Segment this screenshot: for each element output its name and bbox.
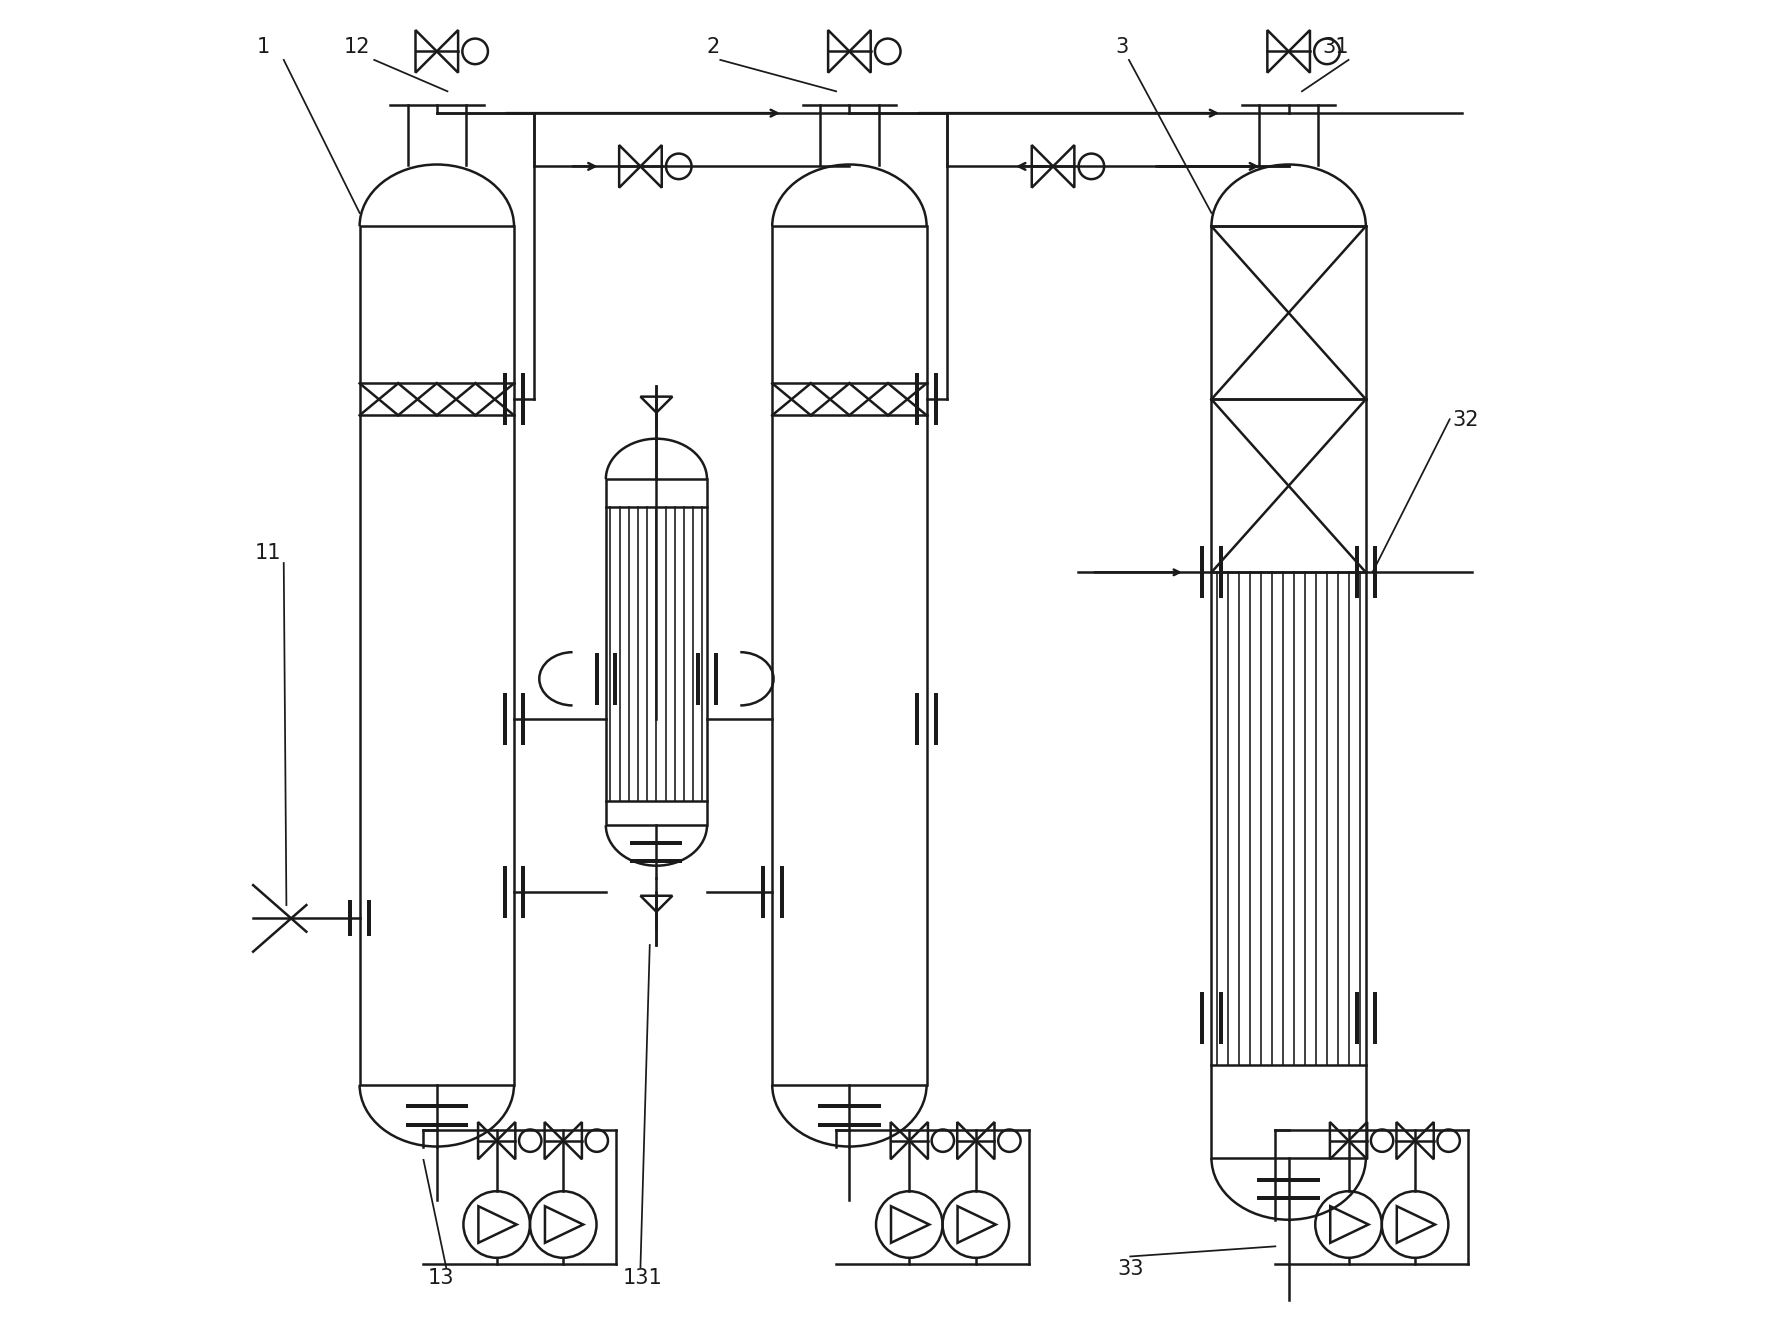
Text: 131: 131 — [624, 1268, 663, 1288]
Text: 11: 11 — [254, 543, 281, 563]
Bar — [1211, 226, 1366, 1158]
Bar — [360, 226, 514, 1085]
Text: 1: 1 — [256, 37, 271, 57]
Text: 2: 2 — [708, 37, 720, 57]
Text: 31: 31 — [1322, 37, 1348, 57]
Text: 12: 12 — [344, 37, 371, 57]
Text: 3: 3 — [1116, 37, 1129, 57]
Text: 13: 13 — [428, 1268, 453, 1288]
Bar — [772, 226, 926, 1085]
Text: 33: 33 — [1116, 1259, 1143, 1279]
Bar — [606, 479, 708, 825]
Text: 32: 32 — [1452, 410, 1478, 430]
